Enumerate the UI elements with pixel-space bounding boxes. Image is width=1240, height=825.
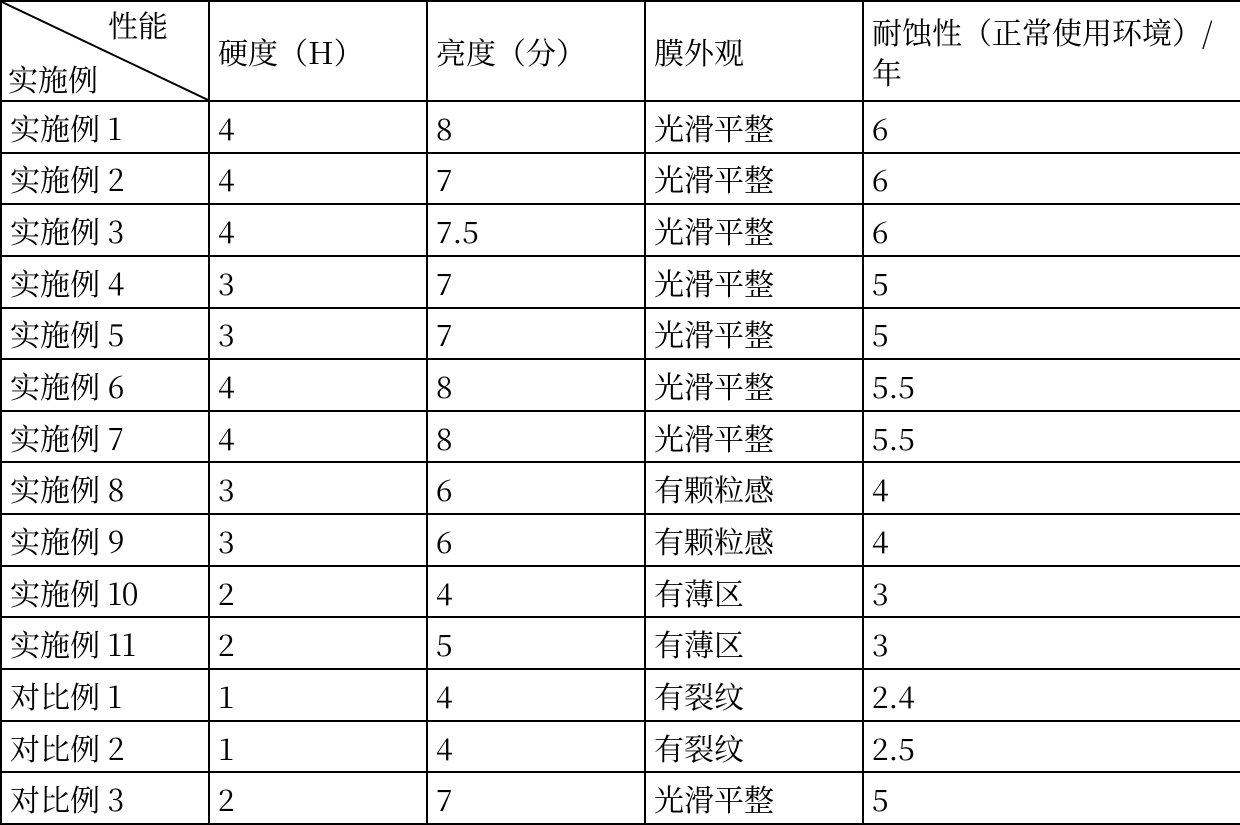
table-row: 实施例 748光滑平整5.5 (1, 411, 1240, 463)
table-row: 实施例 247光滑平整6 (1, 153, 1240, 205)
cell-label: 实施例 4 (1, 256, 209, 308)
cell-hardness: 3 (209, 256, 427, 308)
col-header-corrosion: 耐蚀性（正常使用环境）/年 (863, 1, 1240, 101)
table-row: 实施例 537光滑平整5 (1, 308, 1240, 360)
cell-appearance: 光滑平整 (645, 256, 863, 308)
cell-label: 实施例 11 (1, 617, 209, 669)
cell-hardness: 4 (209, 101, 427, 153)
cell-appearance: 光滑平整 (645, 101, 863, 153)
col-header-hardness: 硬度（H） (209, 1, 427, 101)
cell-label: 实施例 1 (1, 101, 209, 153)
cell-hardness: 1 (209, 721, 427, 773)
col-header-brightness: 亮度（分） (427, 1, 645, 101)
cell-appearance: 光滑平整 (645, 153, 863, 205)
cell-hardness: 4 (209, 411, 427, 463)
cell-hardness: 2 (209, 772, 427, 824)
cell-label: 实施例 3 (1, 204, 209, 256)
cell-corrosion: 4 (863, 462, 1240, 514)
table-row: 对比例 327光滑平整5 (1, 772, 1240, 824)
cell-label: 实施例 10 (1, 566, 209, 618)
corner-bottom-label: 实施例 (8, 60, 98, 96)
cell-hardness: 3 (209, 308, 427, 360)
table-header-row: 性能 实施例 硬度（H） 亮度（分） 膜外观 耐蚀性（正常使用环境）/年 (1, 1, 1240, 101)
cell-brightness: 7.5 (427, 204, 645, 256)
cell-appearance: 光滑平整 (645, 411, 863, 463)
cell-corrosion: 5.5 (863, 411, 1240, 463)
cell-appearance: 有颗粒感 (645, 514, 863, 566)
cell-brightness: 8 (427, 101, 645, 153)
cell-hardness: 1 (209, 669, 427, 721)
cell-corrosion: 2.5 (863, 721, 1240, 773)
cell-corrosion: 3 (863, 566, 1240, 618)
col-header-appearance: 膜外观 (645, 1, 863, 101)
cell-label: 实施例 7 (1, 411, 209, 463)
table-row: 实施例 437光滑平整5 (1, 256, 1240, 308)
table-row: 实施例 936有颗粒感4 (1, 514, 1240, 566)
cell-label: 实施例 9 (1, 514, 209, 566)
cell-corrosion: 6 (863, 204, 1240, 256)
cell-corrosion: 5 (863, 308, 1240, 360)
cell-corrosion: 2.4 (863, 669, 1240, 721)
cell-hardness: 2 (209, 566, 427, 618)
corner-header: 性能 实施例 (1, 1, 209, 101)
cell-appearance: 光滑平整 (645, 359, 863, 411)
table-row: 实施例 836有颗粒感4 (1, 462, 1240, 514)
cell-label: 实施例 5 (1, 308, 209, 360)
table-row: 实施例 1024有薄区3 (1, 566, 1240, 618)
performance-table: 性能 实施例 硬度（H） 亮度（分） 膜外观 耐蚀性（正常使用环境）/年 实施例… (0, 0, 1240, 825)
cell-appearance: 有薄区 (645, 617, 863, 669)
table-row: 实施例 347.5光滑平整6 (1, 204, 1240, 256)
cell-brightness: 6 (427, 462, 645, 514)
cell-brightness: 7 (427, 256, 645, 308)
cell-appearance: 光滑平整 (645, 308, 863, 360)
table-row: 实施例 648光滑平整5.5 (1, 359, 1240, 411)
cell-brightness: 4 (427, 566, 645, 618)
cell-brightness: 7 (427, 153, 645, 205)
cell-appearance: 光滑平整 (645, 772, 863, 824)
cell-brightness: 8 (427, 411, 645, 463)
cell-brightness: 4 (427, 721, 645, 773)
cell-appearance: 有裂纹 (645, 721, 863, 773)
table-row: 对比例 214有裂纹2.5 (1, 721, 1240, 773)
cell-hardness: 3 (209, 514, 427, 566)
cell-appearance: 光滑平整 (645, 204, 863, 256)
cell-label: 对比例 3 (1, 772, 209, 824)
cell-label: 对比例 2 (1, 721, 209, 773)
cell-label: 对比例 1 (1, 669, 209, 721)
cell-corrosion: 5.5 (863, 359, 1240, 411)
cell-brightness: 5 (427, 617, 645, 669)
cell-corrosion: 5 (863, 256, 1240, 308)
cell-corrosion: 3 (863, 617, 1240, 669)
cell-corrosion: 4 (863, 514, 1240, 566)
cell-label: 实施例 2 (1, 153, 209, 205)
cell-brightness: 8 (427, 359, 645, 411)
cell-appearance: 有裂纹 (645, 669, 863, 721)
cell-brightness: 7 (427, 308, 645, 360)
cell-appearance: 有颗粒感 (645, 462, 863, 514)
corner-top-label: 性能 (74, 6, 202, 42)
cell-hardness: 4 (209, 204, 427, 256)
cell-hardness: 4 (209, 359, 427, 411)
cell-appearance: 有薄区 (645, 566, 863, 618)
cell-hardness: 2 (209, 617, 427, 669)
cell-corrosion: 5 (863, 772, 1240, 824)
table-row: 对比例 114有裂纹2.4 (1, 669, 1240, 721)
cell-brightness: 6 (427, 514, 645, 566)
cell-brightness: 4 (427, 669, 645, 721)
cell-label: 实施例 8 (1, 462, 209, 514)
cell-hardness: 4 (209, 153, 427, 205)
cell-brightness: 7 (427, 772, 645, 824)
cell-hardness: 3 (209, 462, 427, 514)
cell-label: 实施例 6 (1, 359, 209, 411)
cell-corrosion: 6 (863, 153, 1240, 205)
table-row: 实施例 148光滑平整6 (1, 101, 1240, 153)
table-row: 实施例 1125有薄区3 (1, 617, 1240, 669)
cell-corrosion: 6 (863, 101, 1240, 153)
